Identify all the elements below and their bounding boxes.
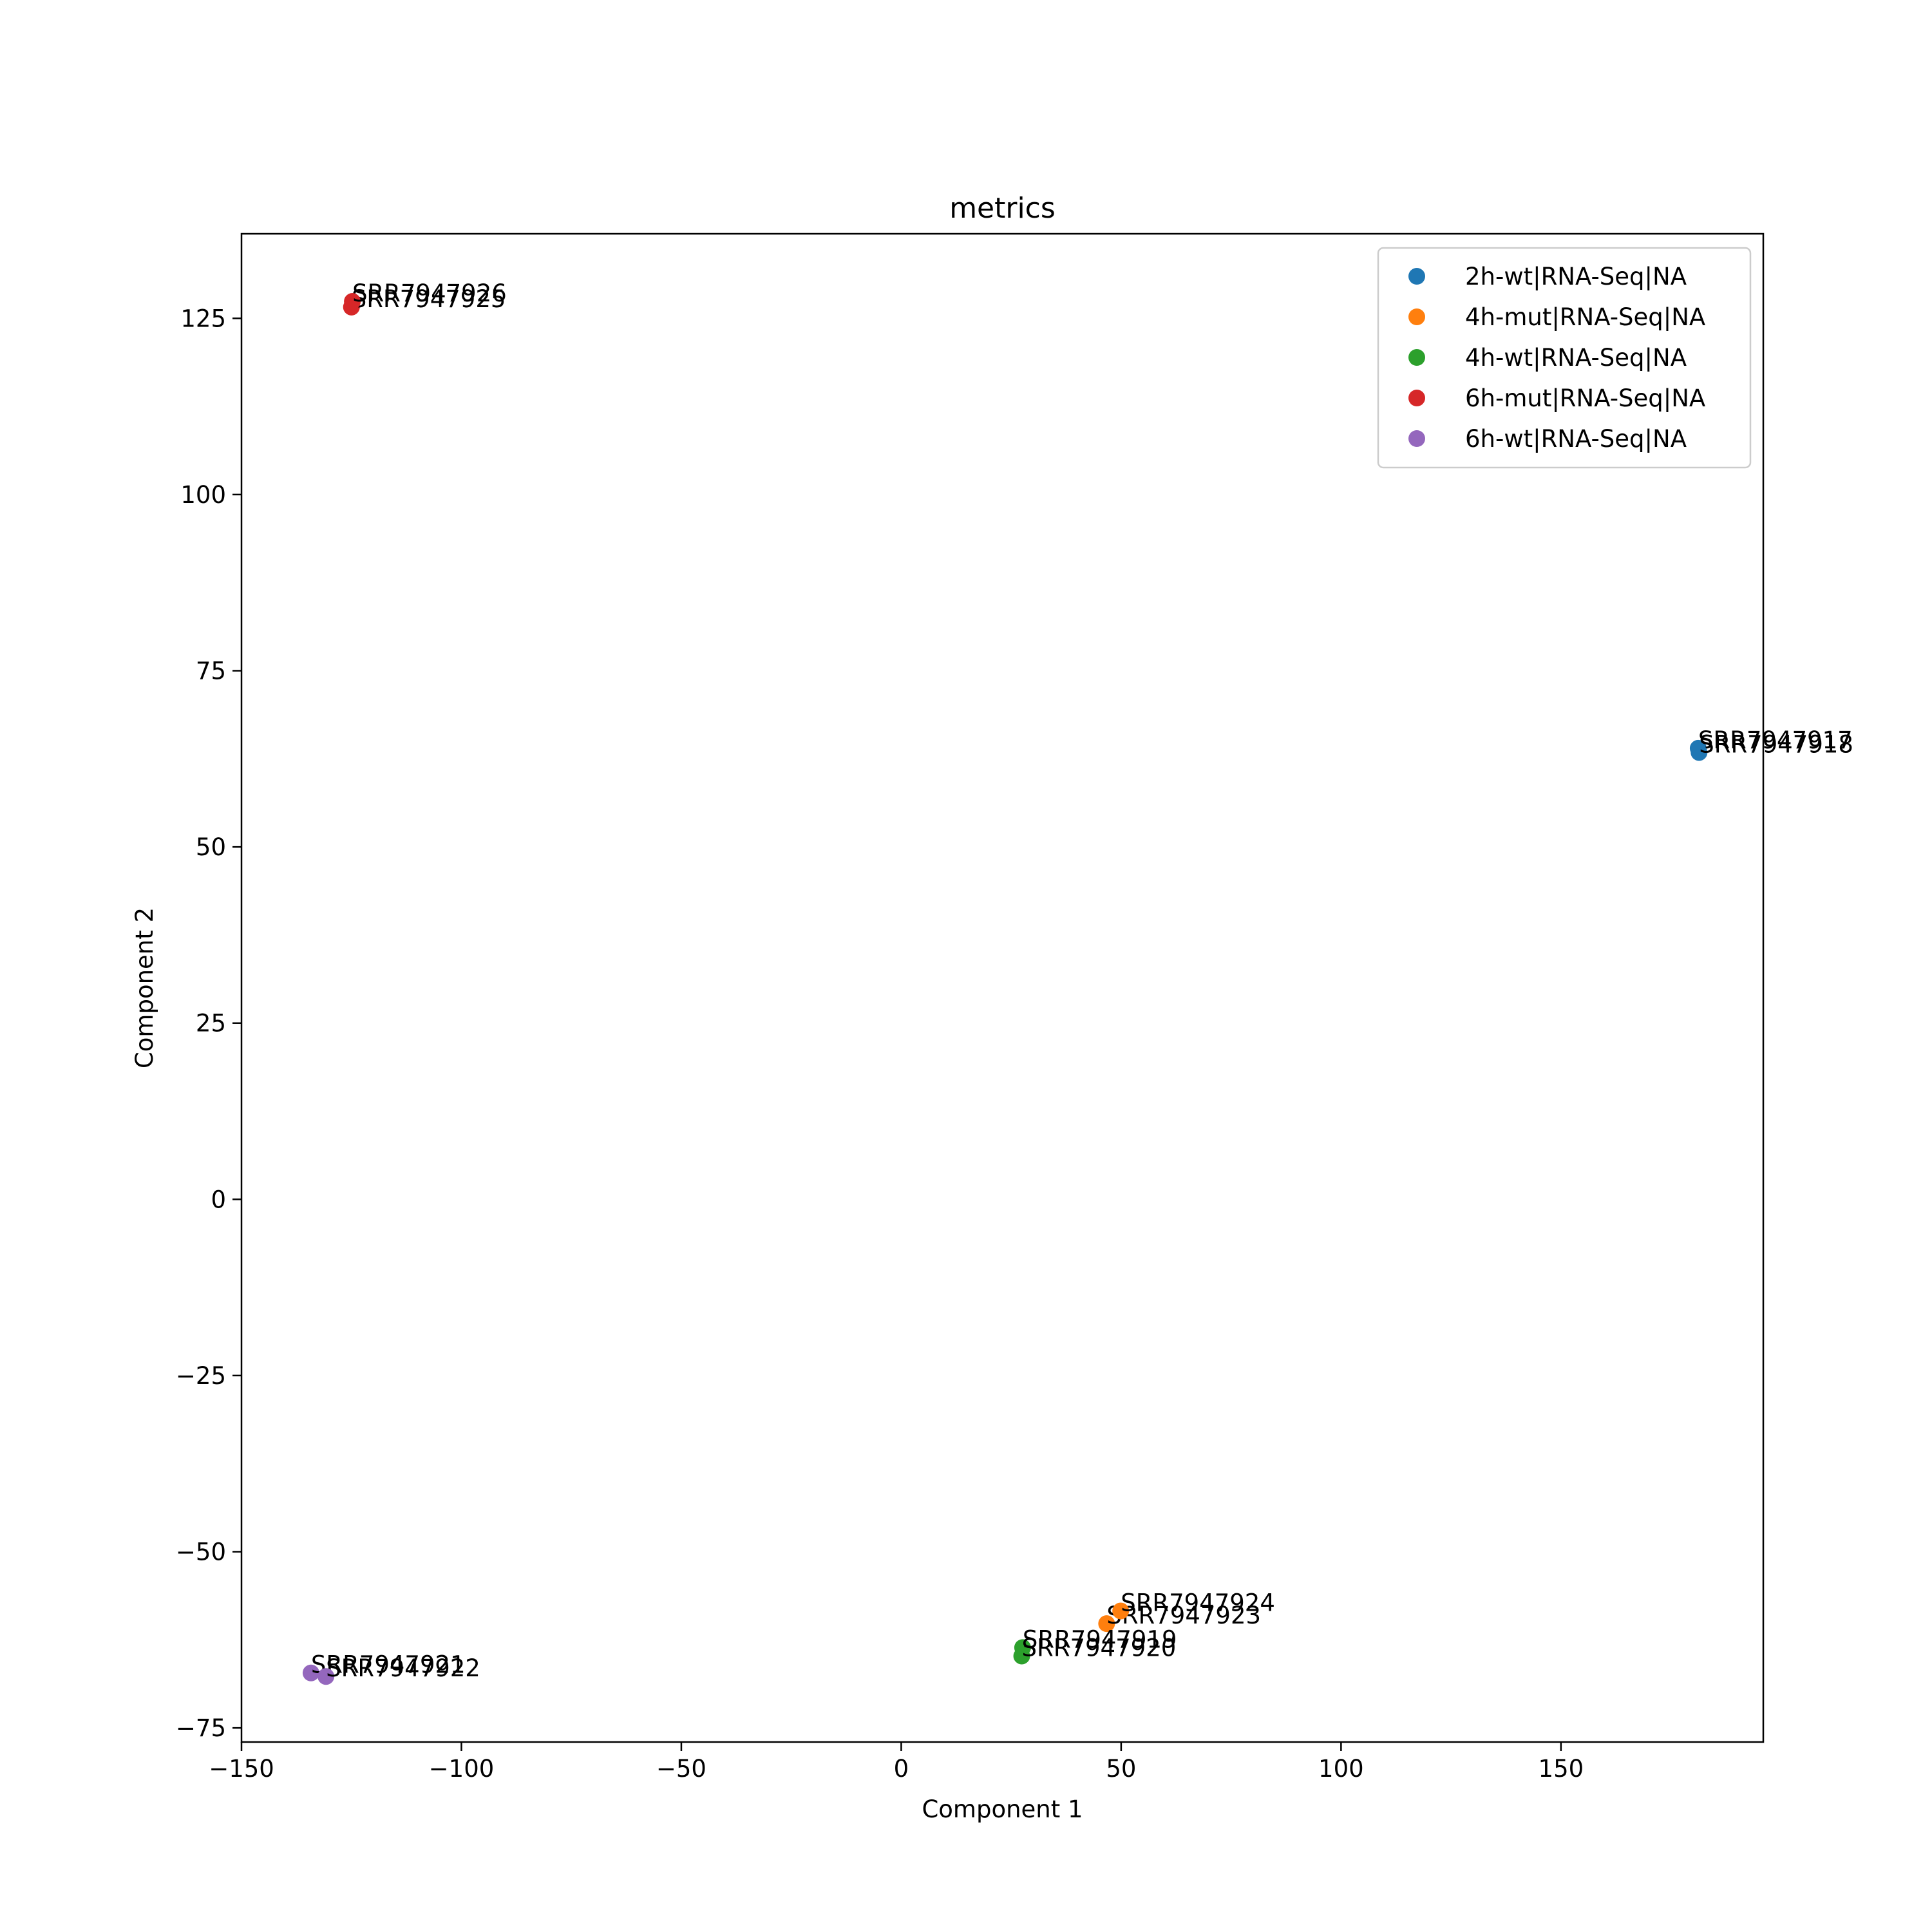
- legend-entry: 4h-wt|RNA-Seq|NA: [1465, 344, 1687, 372]
- point-label: SRR7947922: [326, 1654, 480, 1682]
- y-tick-label: 75: [196, 658, 226, 685]
- legend-entry: 6h-mut|RNA-Seq|NA: [1465, 384, 1705, 412]
- point-label: SRR7947925: [352, 285, 506, 313]
- legend-box: [1377, 247, 1752, 469]
- x-tick-label: 0: [894, 1755, 909, 1783]
- x-axis-ticks: −150 −100 −50 0 50 100 150: [209, 1742, 1584, 1783]
- y-tick-label: 100: [180, 481, 226, 509]
- point-label: SRR7947926: [352, 279, 507, 307]
- chart-title: metrics: [949, 192, 1056, 225]
- scatter-point: [1013, 1647, 1030, 1665]
- scatter-point: [1690, 744, 1708, 761]
- plot-frame: [240, 232, 1765, 1743]
- legend-marker: [1408, 268, 1425, 285]
- x-tick-label: 150: [1539, 1755, 1584, 1783]
- point-label: SRR7947918: [1699, 730, 1853, 758]
- legend-marker: [1408, 349, 1425, 366]
- x-tick-label: −150: [209, 1755, 274, 1783]
- scatter-point: [1112, 1602, 1130, 1620]
- y-tick-label: −50: [176, 1539, 226, 1566]
- y-axis-label: Component 2: [131, 907, 158, 1068]
- y-tick-label: −25: [176, 1362, 226, 1390]
- legend-entry: 2h-wt|RNA-Seq|NA: [1465, 263, 1687, 290]
- scatter-point: [302, 1664, 319, 1681]
- legend: 2h-wt|RNA-Seq|NA 4h-mut|RNA-Seq|NA 4h-wt|R…: [1377, 247, 1752, 469]
- y-tick-label: 125: [180, 305, 226, 332]
- legend-marker: [1408, 390, 1425, 406]
- x-tick-label: 50: [1106, 1755, 1136, 1783]
- y-axis-ticks: −75 −50 −25 0 25 50 75 100 125: [176, 305, 242, 1742]
- point-label: SRR7947920: [1022, 1634, 1177, 1662]
- point-label: SRR7947924: [1121, 1589, 1275, 1616]
- legend-entry: 6h-wt|RNA-Seq|NA: [1465, 425, 1687, 453]
- scatter-point: [1098, 1615, 1115, 1633]
- x-tick-label: −100: [429, 1755, 495, 1783]
- x-axis-label: Component 1: [922, 1795, 1083, 1823]
- x-tick-label: 100: [1318, 1755, 1364, 1783]
- legend-entry: 4h-mut|RNA-Seq|NA: [1465, 303, 1705, 331]
- scatter-point: [317, 1668, 335, 1685]
- point-label: SRR7947917: [1698, 726, 1853, 754]
- x-tick-label: −50: [656, 1755, 706, 1783]
- y-tick-label: 0: [211, 1186, 226, 1213]
- legend-marker: [1408, 308, 1425, 325]
- legend-marker: [1408, 430, 1425, 447]
- point-label: SRR7947921: [311, 1651, 466, 1679]
- point-label: SRR7947923: [1106, 1602, 1261, 1629]
- y-tick-label: −75: [176, 1714, 226, 1742]
- point-label: SRR7947919: [1023, 1625, 1177, 1653]
- scatter-point: [344, 293, 361, 310]
- y-tick-label: 50: [196, 833, 226, 861]
- y-tick-label: 25: [196, 1010, 226, 1037]
